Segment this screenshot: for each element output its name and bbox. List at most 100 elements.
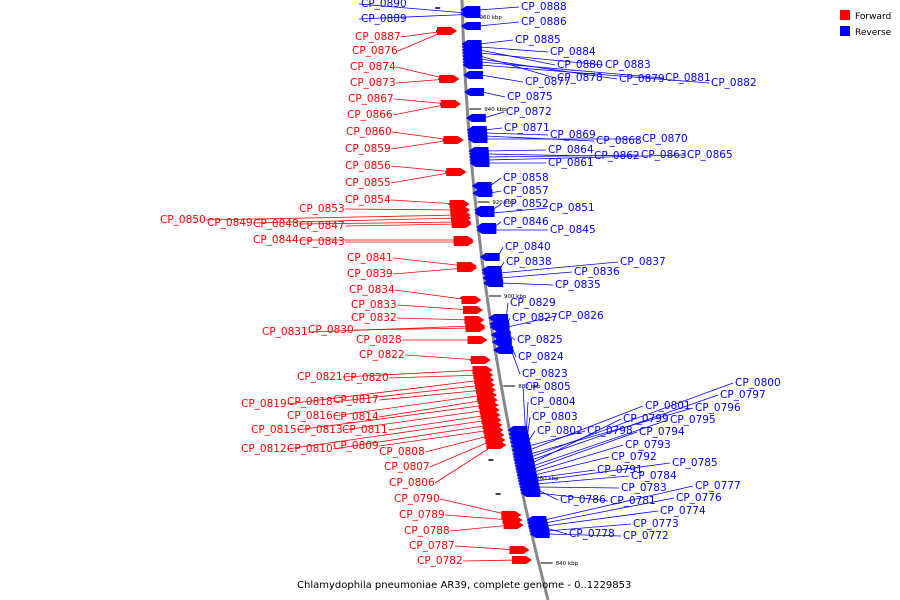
reverse-gene-label[interactable]: CP_0852: [503, 198, 549, 210]
reverse-gene-feature[interactable]: [472, 189, 493, 197]
reverse-gene-label[interactable]: CP_0862: [594, 150, 640, 162]
forward-gene-label[interactable]: CP_0841: [347, 252, 393, 264]
reverse-gene-label[interactable]: CP_0796: [695, 402, 741, 414]
reverse-gene-label[interactable]: CP_0882: [711, 77, 757, 89]
reverse-gene-label[interactable]: CP_0800: [735, 377, 781, 389]
reverse-gene-label[interactable]: CP_0879: [619, 73, 665, 85]
forward-gene-label[interactable]: CP_0807: [384, 461, 430, 473]
forward-gene-label[interactable]: CP_0820: [343, 372, 389, 384]
reverse-gene-label[interactable]: CP_0823: [522, 368, 568, 380]
reverse-gene-label[interactable]: CP_0846: [503, 216, 549, 228]
reverse-gene-feature[interactable]: [491, 338, 512, 346]
forward-gene-label[interactable]: CP_0828: [356, 334, 402, 346]
forward-gene-label[interactable]: CP_0843: [299, 236, 345, 248]
forward-gene-label[interactable]: CP_0814: [333, 411, 379, 423]
reverse-gene-label[interactable]: CP_0865: [687, 149, 733, 161]
forward-gene-feature[interactable]: [467, 336, 488, 344]
reverse-gene-feature[interactable]: [465, 114, 486, 122]
forward-gene-feature[interactable]: [509, 546, 530, 554]
forward-gene-label[interactable]: CP_0822: [359, 349, 405, 361]
forward-gene-label[interactable]: CP_0856: [345, 160, 391, 172]
reverse-gene-label[interactable]: CP_0858: [503, 172, 549, 184]
reverse-gene-label[interactable]: CP_0824: [518, 351, 564, 363]
reverse-gene-label[interactable]: CP_0863: [641, 149, 687, 161]
reverse-gene-label[interactable]: CP_0837: [620, 256, 666, 268]
reverse-gene-label[interactable]: CP_0884: [550, 46, 596, 58]
reverse-gene-label[interactable]: CP_0778: [569, 528, 615, 540]
reverse-gene-label[interactable]: CP_0801: [645, 400, 691, 412]
reverse-gene-feature[interactable]: [467, 135, 488, 143]
reverse-gene-label[interactable]: CP_0802: [537, 425, 583, 437]
forward-gene-feature[interactable]: [443, 136, 464, 144]
reverse-gene-feature[interactable]: [493, 346, 514, 354]
forward-gene-label[interactable]: CP_0789: [399, 509, 445, 521]
reverse-gene-label[interactable]: CP_0773: [633, 518, 679, 530]
forward-gene-feature[interactable]: [462, 306, 483, 314]
reverse-gene-label[interactable]: CP_0835: [555, 279, 601, 291]
reverse-gene-label[interactable]: CP_0772: [623, 530, 669, 542]
reverse-gene-label[interactable]: CP_0883: [605, 59, 651, 71]
forward-gene-label[interactable]: CP_0849: [207, 217, 253, 229]
forward-gene-label[interactable]: CP_0874: [350, 61, 396, 73]
forward-gene-feature[interactable]: [439, 75, 460, 83]
forward-gene-label[interactable]: CP_0806: [389, 477, 435, 489]
reverse-gene-feature[interactable]: [464, 88, 485, 96]
forward-gene-label[interactable]: CP_0812: [241, 443, 287, 455]
reverse-gene-label[interactable]: CP_0870: [642, 133, 688, 145]
reverse-gene-feature[interactable]: [462, 61, 483, 69]
forward-gene-label[interactable]: CP_0855: [345, 177, 391, 189]
reverse-gene-label[interactable]: CP_0864: [548, 144, 594, 156]
forward-gene-label[interactable]: CP_0782: [417, 555, 463, 567]
reverse-gene-label[interactable]: CP_0886: [521, 16, 567, 28]
forward-gene-label[interactable]: CP_0859: [345, 143, 391, 155]
forward-gene-label[interactable]: CP_0809: [333, 440, 379, 452]
reverse-gene-label[interactable]: CP_0836: [574, 266, 620, 278]
reverse-gene-label[interactable]: CP_0888: [521, 1, 567, 13]
forward-gene-label[interactable]: CP_0790: [394, 493, 440, 505]
forward-gene-feature[interactable]: [461, 296, 482, 304]
reverse-gene-feature[interactable]: [460, 6, 481, 14]
reverse-gene-feature[interactable]: [460, 22, 481, 30]
reverse-gene-label[interactable]: CP_0776: [676, 492, 722, 504]
forward-gene-label[interactable]: CP_0830: [308, 324, 354, 336]
reverse-gene-label[interactable]: CP_0889: [361, 13, 407, 25]
reverse-gene-label[interactable]: CP_0869: [550, 129, 596, 141]
forward-gene-feature[interactable]: [437, 27, 458, 35]
forward-gene-label[interactable]: CP_0811: [342, 424, 388, 436]
forward-gene-label[interactable]: CP_0860: [346, 126, 392, 138]
forward-gene-label[interactable]: CP_0887: [355, 31, 401, 43]
reverse-gene-label[interactable]: CP_0799: [623, 413, 669, 425]
reverse-gene-feature[interactable]: [520, 489, 541, 497]
forward-gene-label[interactable]: CP_0854: [345, 194, 391, 206]
reverse-gene-label[interactable]: CP_0798: [587, 425, 633, 437]
forward-gene-label[interactable]: CP_0817: [333, 394, 379, 406]
reverse-gene-label[interactable]: CP_0857: [503, 185, 549, 197]
reverse-gene-feature[interactable]: [529, 530, 550, 538]
forward-gene-label[interactable]: CP_0853: [299, 203, 345, 215]
reverse-gene-label[interactable]: CP_0838: [506, 256, 552, 268]
forward-gene-label[interactable]: CP_0816: [287, 410, 333, 422]
reverse-gene-feature[interactable]: [471, 182, 492, 190]
forward-gene-feature[interactable]: [440, 100, 461, 108]
reverse-gene-label[interactable]: CP_0871: [504, 122, 550, 134]
forward-gene-feature[interactable]: [451, 220, 472, 228]
forward-gene-label[interactable]: CP_0848: [253, 218, 299, 230]
forward-gene-label[interactable]: CP_0787: [409, 540, 455, 552]
reverse-gene-label[interactable]: CP_0872: [506, 106, 552, 118]
forward-gene-label[interactable]: CP_0819: [241, 398, 287, 410]
reverse-gene-label[interactable]: CP_0785: [672, 457, 718, 469]
forward-gene-feature[interactable]: [453, 238, 474, 246]
forward-gene-label[interactable]: CP_0810: [287, 443, 333, 455]
reverse-gene-label[interactable]: CP_0861: [548, 157, 594, 169]
reverse-gene-label[interactable]: CP_0851: [549, 202, 595, 214]
reverse-gene-label[interactable]: CP_0777: [695, 480, 741, 492]
reverse-gene-label[interactable]: CP_0878: [557, 72, 603, 84]
reverse-gene-label[interactable]: CP_0845: [550, 224, 596, 236]
reverse-gene-label[interactable]: CP_0829: [510, 297, 556, 309]
forward-gene-label[interactable]: CP_0821: [297, 371, 343, 383]
forward-gene-label[interactable]: CP_0850: [160, 214, 206, 226]
reverse-gene-feature[interactable]: [469, 159, 490, 167]
reverse-gene-label[interactable]: CP_0890: [361, 0, 407, 10]
forward-gene-feature[interactable]: [486, 441, 507, 449]
reverse-gene-feature[interactable]: [476, 226, 497, 234]
